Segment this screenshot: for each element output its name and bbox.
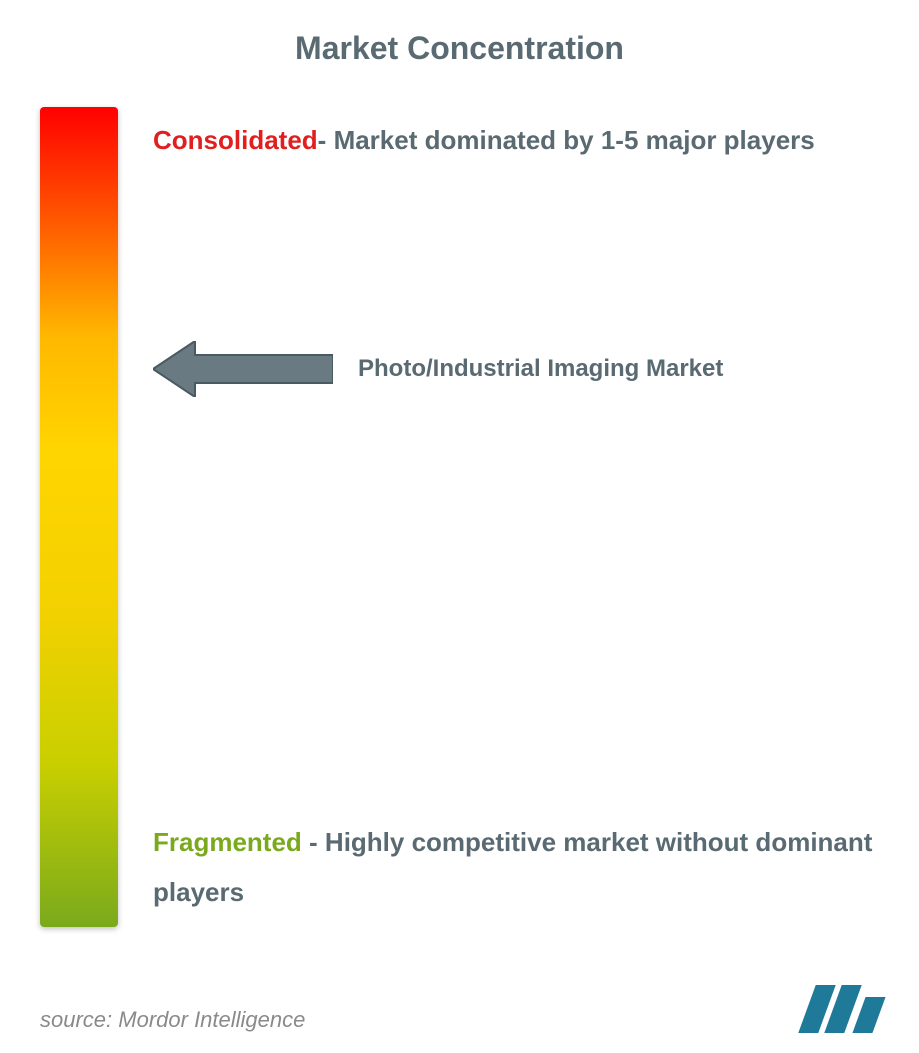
chart-area: Consolidated- Market dominated by 1-5 ma… [40,107,879,927]
concentration-gradient-bar [40,107,118,927]
footer: source: Mordor Intelligence [40,985,879,1033]
fragmented-label: Fragmented [153,827,302,857]
market-position-arrow-row: Photo/Industrial Imaging Market [153,341,723,397]
source-attribution: source: Mordor Intelligence [40,1007,305,1033]
consolidated-label: Consolidated [153,125,318,155]
source-prefix: source: [40,1007,118,1032]
consolidated-block: Consolidated- Market dominated by 1-5 ma… [153,117,879,164]
annotations-column: Consolidated- Market dominated by 1-5 ma… [153,107,879,927]
fragmented-separator: - [302,827,325,857]
source-name: Mordor Intelligence [118,1007,305,1032]
page-title: Market Concentration [40,30,879,67]
consolidated-separator: - [318,125,334,155]
consolidated-description: Market dominated by 1-5 major players [334,125,815,155]
mordor-logo-icon [803,985,879,1033]
fragmented-block: Fragmented - Highly competitive market w… [153,818,879,917]
arrow-left-icon [153,341,333,397]
market-position-label: Photo/Industrial Imaging Market [358,355,723,383]
